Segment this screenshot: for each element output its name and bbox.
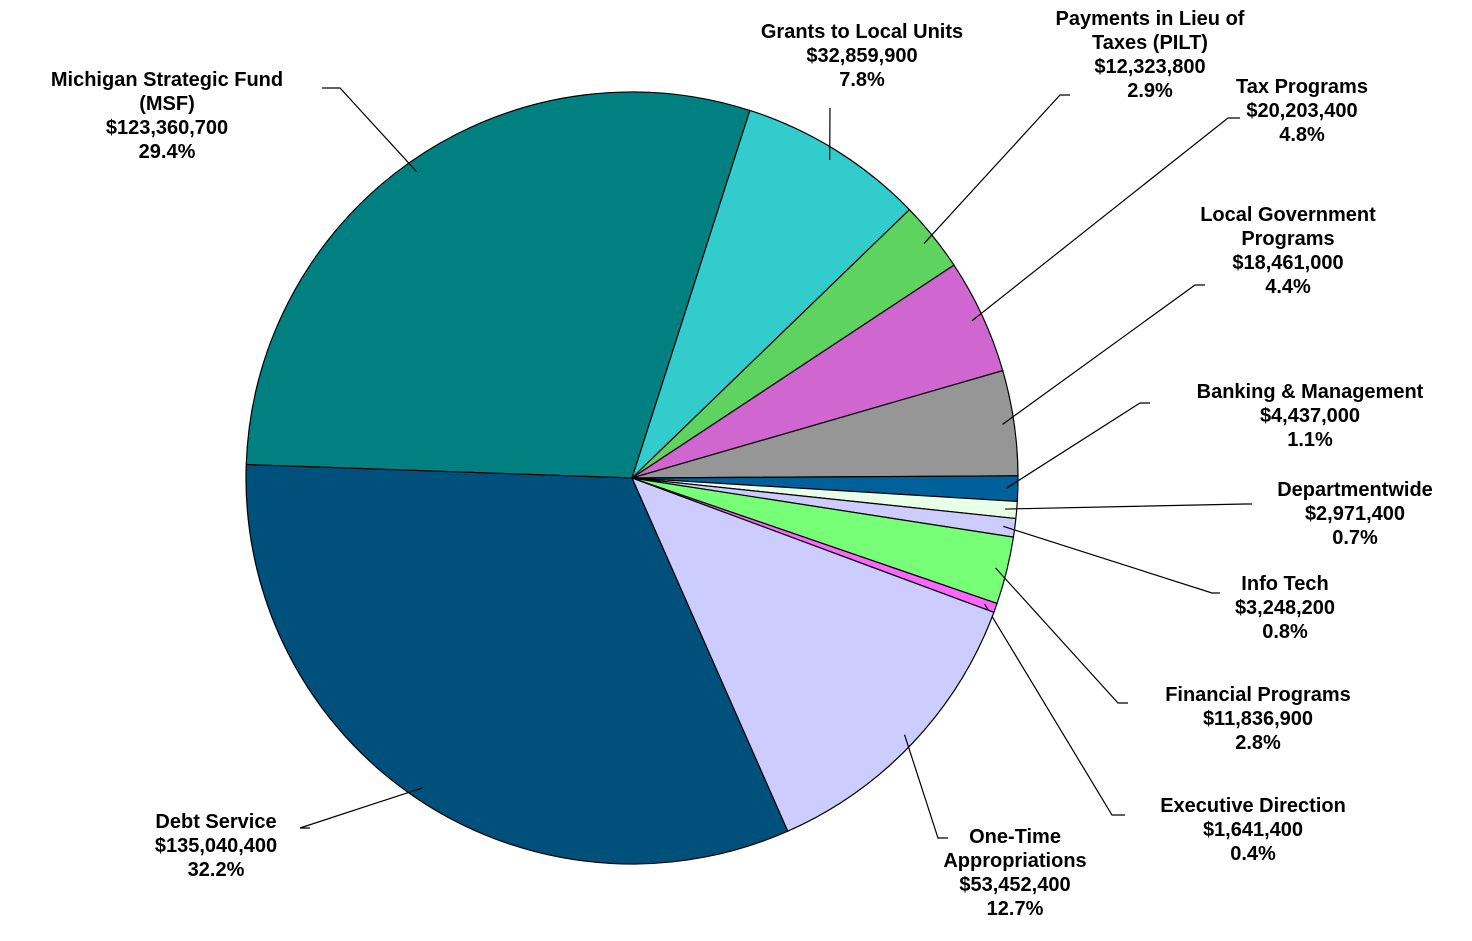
category-label: Michigan Strategic Fund (MSF) xyxy=(50,69,284,115)
category-label: Debt Service xyxy=(155,811,277,833)
slice-label: Departmentwide $2,971,400 0.7% xyxy=(1235,478,1472,550)
category-label: Banking & Management xyxy=(1196,381,1424,403)
value-label: $12,323,800 xyxy=(1094,56,1206,78)
leader-line xyxy=(903,734,948,839)
slice-label: Banking & Management $4,437,000 1.1% xyxy=(1150,380,1470,452)
slice-label: Michigan Strategic Fund (MSF) $123,360,70… xyxy=(32,68,302,164)
leader-line xyxy=(1005,402,1150,489)
value-label: $2,971,400 xyxy=(1304,503,1406,525)
category-label: Payments in Lieu of Taxes (PILT) xyxy=(1055,8,1245,54)
slice-label: Info Tech $3,248,200 0.8% xyxy=(1185,572,1385,644)
value-label: $123,360,700 xyxy=(105,117,229,139)
share-label: 1.1% xyxy=(1287,429,1333,451)
share-label: 12.7% xyxy=(986,898,1044,920)
value-label: $3,248,200 xyxy=(1234,597,1336,619)
share-label: 0.4% xyxy=(1230,843,1276,865)
category-label: Tax Programs xyxy=(1236,76,1368,98)
category-label: Executive Direction xyxy=(1160,795,1346,817)
pie-slice xyxy=(630,476,995,832)
slice-label: Payments in Lieu of Taxes (PILT) $12,323,… xyxy=(1030,7,1270,103)
value-label: $20,203,400 xyxy=(1246,100,1358,122)
value-label: $32,859,900 xyxy=(806,45,918,67)
category-label: One-Time Appropriations xyxy=(943,826,1087,872)
category-label: Departmentwide xyxy=(1277,479,1433,501)
slice-label: Financial Programs $11,836,900 2.8% xyxy=(1128,683,1388,755)
value-label: $11,836,900 xyxy=(1202,708,1314,730)
category-label: Grants to Local Units xyxy=(760,21,964,43)
slice-label: Tax Programs $20,203,400 4.8% xyxy=(1202,75,1402,147)
category-label: Financial Programs xyxy=(1165,684,1351,706)
value-label: $1,641,400 xyxy=(1202,819,1304,841)
leader-line xyxy=(1003,525,1220,594)
leader-line xyxy=(984,603,1125,816)
share-label: 4.8% xyxy=(1279,124,1325,146)
leader-line xyxy=(995,567,1128,704)
share-label: 29.4% xyxy=(138,141,196,163)
pie-slice xyxy=(245,91,751,479)
slice-label: Executive Direction $1,641,400 0.4% xyxy=(1123,794,1383,866)
share-label: 2.8% xyxy=(1235,732,1281,754)
value-label: $53,452,400 xyxy=(959,874,1071,896)
leader-line xyxy=(923,94,1070,244)
share-label: 0.8% xyxy=(1262,621,1308,643)
slice-label: Debt Service $135,040,400 32.2% xyxy=(96,810,336,882)
share-label: 2.9% xyxy=(1127,80,1173,102)
share-label: 0.7% xyxy=(1332,527,1378,549)
slice-label: Local Government Programs $18,461,000 4.4% xyxy=(1163,203,1413,299)
leader-line xyxy=(971,117,1240,322)
leader-line xyxy=(322,87,418,173)
pie-slice xyxy=(631,109,911,479)
value-label: $4,437,000 xyxy=(1259,405,1361,427)
slice-label: One-Time Appropriations $53,452,400 12.7% xyxy=(915,825,1115,921)
value-label: $135,040,400 xyxy=(154,835,278,857)
share-label: 7.8% xyxy=(839,69,885,91)
share-label: 32.2% xyxy=(187,859,245,881)
category-label: Local Government Programs xyxy=(1200,204,1376,250)
slice-label: Grants to Local Units $32,859,900 7.8% xyxy=(702,20,1022,92)
leader-line xyxy=(1005,503,1252,510)
leader-line xyxy=(299,787,423,829)
pie-slice xyxy=(245,463,789,865)
category-label: Info Tech xyxy=(1241,573,1329,595)
leader-line xyxy=(1002,284,1205,425)
share-label: 4.4% xyxy=(1265,276,1311,298)
value-label: $18,461,000 xyxy=(1232,252,1344,274)
